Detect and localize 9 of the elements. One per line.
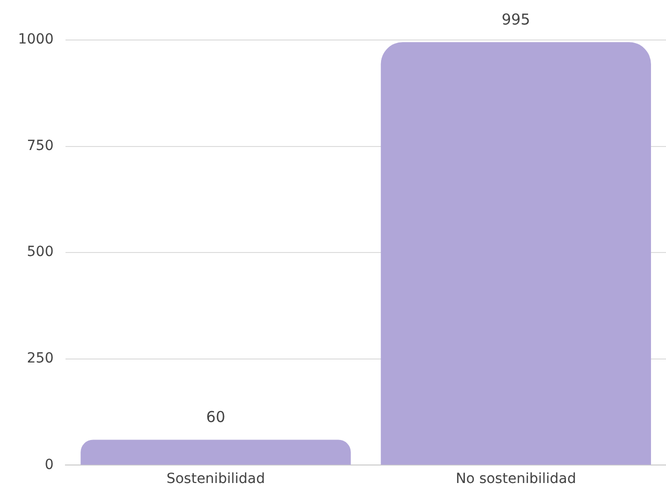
y-tick-label: 500: [26, 244, 54, 260]
x-tick-label: No sostenibilidad: [456, 471, 576, 488]
data-label: 60: [206, 408, 226, 426]
x-tick-label: Sostenibilidad: [166, 471, 265, 488]
y-tick-label: 750: [26, 138, 54, 154]
data-label: 995: [502, 10, 530, 29]
y-tick-label: 250: [26, 350, 54, 367]
y-tick-label: 1000: [18, 32, 54, 48]
y-tick-label: 0: [44, 456, 54, 473]
